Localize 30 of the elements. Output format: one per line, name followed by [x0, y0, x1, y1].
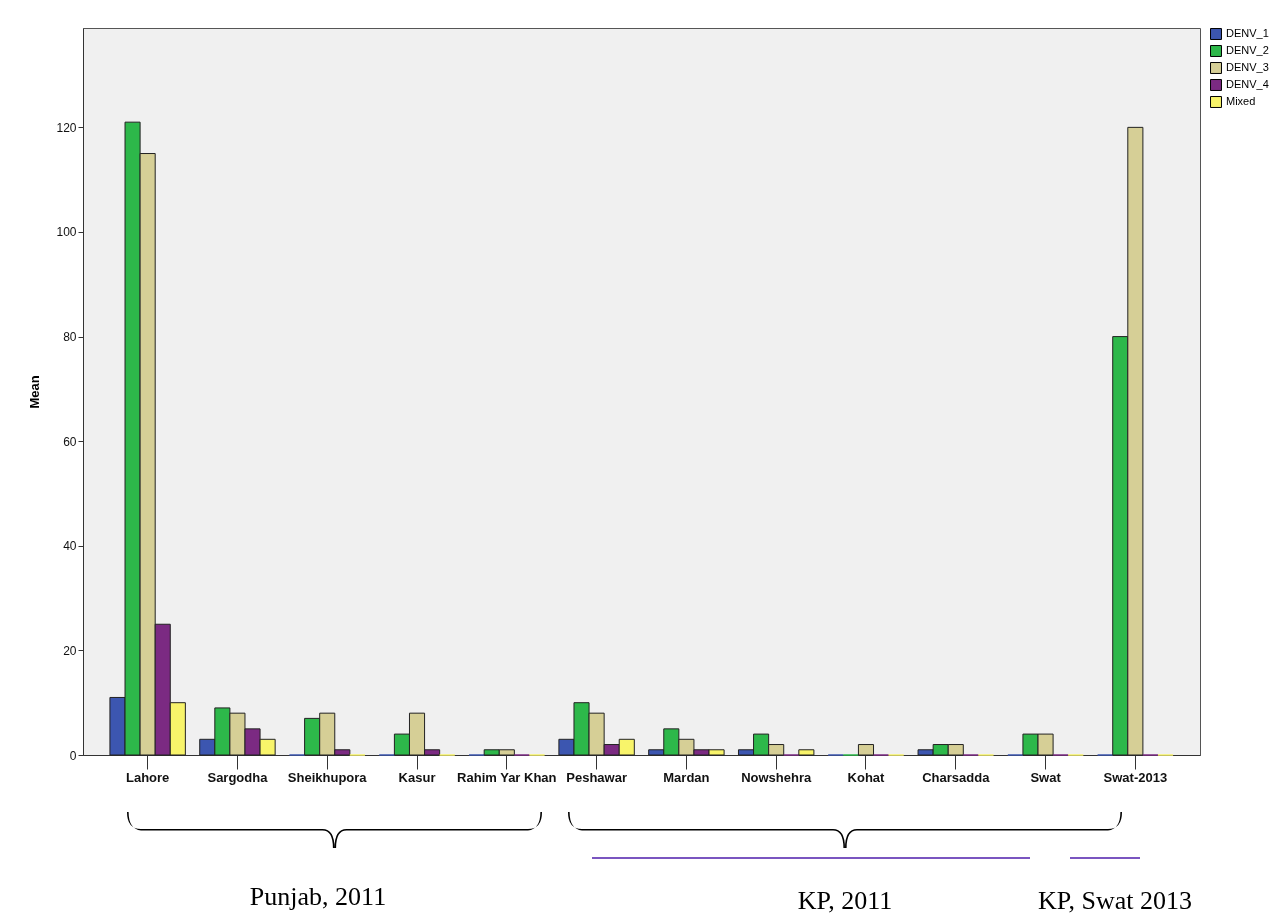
y-tick-label: 0	[69, 748, 77, 763]
x-tick-label: Swat-2013	[1103, 769, 1168, 785]
x-tick-label: Rahim Yar Khan	[457, 769, 557, 785]
legend-label: DENV_2	[1226, 44, 1269, 56]
x-tick-label: Sargodha	[207, 769, 269, 785]
x-tick-label: Nowshehra	[741, 769, 812, 785]
x-tick-label: Lahore	[125, 769, 170, 785]
bar	[857, 744, 875, 756]
legend-label: DENV_4	[1226, 78, 1269, 90]
y-tick-label: 40	[63, 539, 77, 554]
x-tick-label: Kasur	[398, 769, 436, 785]
y-tick-label: 120	[56, 120, 77, 135]
x-tick-label: Mardan	[663, 769, 710, 785]
y-tick-label: 80	[63, 330, 77, 345]
legend-label: DENV_1	[1226, 27, 1269, 39]
x-tick-label: Kohat	[847, 769, 886, 785]
text: Punjab, 2011	[249, 882, 387, 912]
y-axis-title: Mean	[27, 375, 43, 409]
text: KP, 2011	[797, 886, 893, 916]
bar	[798, 749, 815, 756]
x-tick-label: Peshawar	[566, 769, 627, 785]
y-tick-label: 60	[63, 434, 77, 449]
x-tick-label: Charsadda	[922, 769, 991, 785]
x-tick-label: Sheikhupora	[287, 769, 368, 785]
x-tick-label: Swat	[1030, 769, 1062, 785]
text: KP, Swat 2013	[1038, 886, 1192, 916]
y-tick-label: 20	[63, 643, 77, 658]
y-tick-label: 100	[56, 225, 77, 240]
legend-label: Mixed	[1226, 95, 1256, 107]
legend-label: DENV_3	[1226, 61, 1269, 73]
